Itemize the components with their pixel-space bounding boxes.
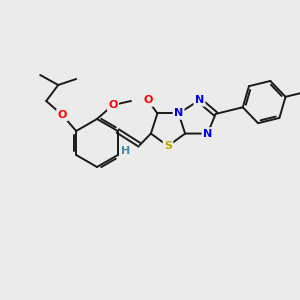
Text: N: N bbox=[174, 108, 183, 118]
Text: O: O bbox=[143, 95, 153, 106]
Text: O: O bbox=[58, 110, 67, 120]
Text: N: N bbox=[195, 95, 204, 105]
Text: S: S bbox=[164, 141, 172, 151]
Text: O: O bbox=[108, 100, 118, 110]
Text: N: N bbox=[203, 128, 212, 139]
Text: H: H bbox=[121, 146, 130, 156]
